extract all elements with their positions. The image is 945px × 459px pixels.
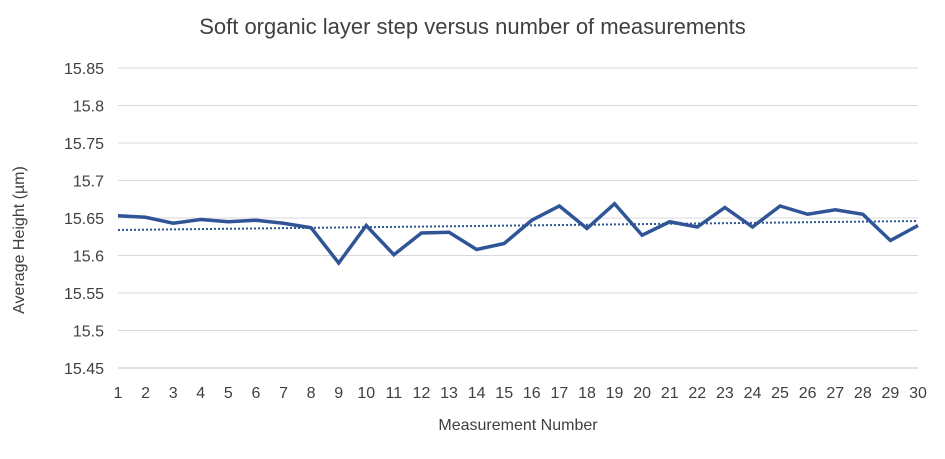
x-tick-label: 24 (744, 385, 762, 402)
data-point (227, 220, 230, 223)
x-tick-label: 10 (357, 385, 375, 402)
x-tick-label: 6 (251, 385, 260, 402)
x-tick-label: 2 (141, 385, 150, 402)
x-tick-label: 1 (114, 385, 123, 402)
data-point (861, 213, 864, 216)
data-point (448, 231, 451, 234)
data-point (585, 227, 588, 230)
chart-title: Soft organic layer step versus number of… (199, 14, 746, 39)
x-tick-label: 28 (854, 385, 872, 402)
x-tick-label: 27 (826, 385, 844, 402)
y-tick-label: 15.5 (73, 324, 104, 341)
data-point (117, 214, 120, 217)
data-point (310, 226, 313, 229)
data-point (834, 208, 837, 211)
y-tick-label: 15.7 (73, 174, 104, 191)
x-tick-label: 23 (716, 385, 734, 402)
y-tick-label: 15.65 (64, 211, 104, 228)
data-point (144, 216, 147, 219)
x-tick-label: 17 (550, 385, 568, 402)
x-tick-label: 16 (523, 385, 541, 402)
data-point (751, 226, 754, 229)
x-tick-label: 30 (909, 385, 927, 402)
data-point (365, 224, 368, 227)
y-tick-label: 15.45 (64, 361, 104, 378)
y-tick-label: 15.85 (64, 61, 104, 78)
data-point (392, 253, 395, 256)
data-point (889, 239, 892, 242)
data-point (475, 248, 478, 251)
x-tick-label: 14 (468, 385, 486, 402)
x-tick-label: 3 (169, 385, 178, 402)
y-tick-label: 15.6 (73, 249, 104, 266)
y-axis-label: Average Height (µm) (11, 166, 28, 314)
data-point (420, 232, 423, 235)
data-point (558, 205, 561, 208)
data-point (696, 226, 699, 229)
data-point (641, 234, 644, 237)
data-point (254, 219, 257, 222)
x-tick-label: 18 (578, 385, 596, 402)
x-tick-label: 26 (799, 385, 817, 402)
data-point (172, 222, 175, 225)
data-point (668, 220, 671, 223)
data-point (282, 222, 285, 225)
x-tick-label: 21 (661, 385, 679, 402)
x-tick-label: 13 (440, 385, 458, 402)
x-tick-label: 15 (495, 385, 513, 402)
x-tick-label: 25 (771, 385, 789, 402)
x-tick-label: 20 (633, 385, 651, 402)
data-point (199, 218, 202, 221)
x-tick-label: 22 (688, 385, 706, 402)
trendline (117, 220, 919, 231)
x-axis-label: Measurement Number (438, 417, 598, 434)
data-point (337, 262, 340, 265)
data-point (917, 224, 920, 227)
x-tick-label: 4 (196, 385, 205, 402)
data-point (503, 242, 506, 245)
data-point (779, 205, 782, 208)
series-line (117, 201, 919, 266)
data-point (613, 202, 616, 205)
x-tick-label: 8 (307, 385, 316, 402)
y-tick-label: 15.8 (73, 99, 104, 116)
data-point (723, 206, 726, 209)
x-tick-label: 9 (334, 385, 343, 402)
y-tick-label: 15.75 (64, 136, 104, 153)
x-tick-label: 11 (386, 385, 403, 402)
x-tick-label: 29 (882, 385, 900, 402)
data-point (530, 219, 533, 222)
x-tick-label: 5 (224, 385, 233, 402)
x-tick-label: 12 (413, 385, 431, 402)
x-tick-label: 7 (279, 385, 288, 402)
data-point (806, 213, 809, 216)
x-tick-label: 19 (606, 385, 624, 402)
y-tick-label: 15.55 (64, 286, 104, 303)
